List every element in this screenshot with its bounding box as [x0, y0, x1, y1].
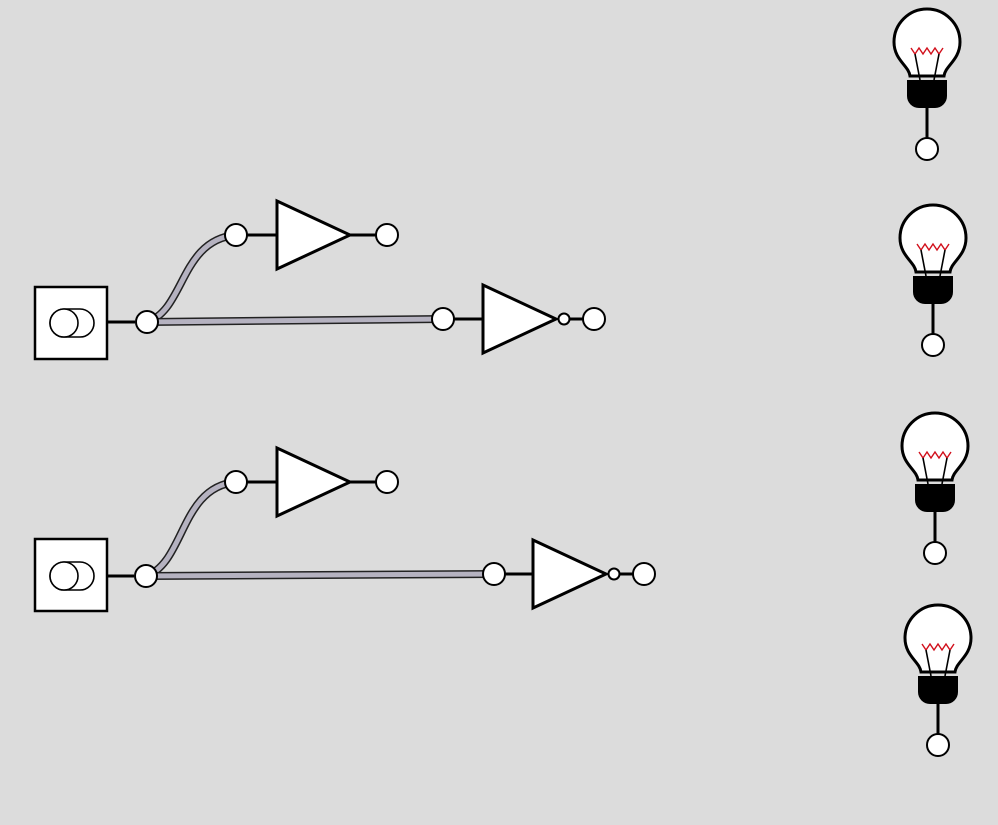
buffer-output-pin[interactable]	[375, 470, 399, 494]
switch-1[interactable]	[33, 285, 159, 361]
not-output-pin[interactable]	[632, 562, 656, 586]
inversion-bubble	[607, 567, 621, 581]
bulb-input-pin[interactable]	[921, 333, 945, 357]
bulb-4[interactable]	[903, 603, 973, 757]
wire-switch1-to-not1[interactable]	[146, 315, 444, 326]
wire-switch2-to-buffer2[interactable]	[144, 478, 237, 580]
light-bulb-icon	[903, 603, 973, 704]
buffer-1[interactable]	[224, 198, 399, 272]
bulb-input-pin[interactable]	[915, 137, 939, 161]
bulb-1[interactable]	[892, 7, 962, 161]
not-output-pin[interactable]	[582, 307, 606, 331]
toggle-switch-icon[interactable]	[49, 561, 95, 591]
circuit-row-1	[33, 198, 606, 361]
buffer-gate-icon	[275, 445, 354, 519]
not-gate-1[interactable]	[431, 282, 606, 356]
buffer-input-pin[interactable]	[224, 223, 248, 247]
buffer-2[interactable]	[224, 445, 399, 519]
not-input-pin[interactable]	[431, 307, 455, 331]
inversion-bubble	[557, 312, 571, 326]
bulb-3[interactable]	[900, 411, 970, 565]
light-bulb-icon	[900, 411, 970, 512]
bulb-input-pin[interactable]	[923, 541, 947, 565]
light-bulb-icon	[892, 7, 962, 108]
switch-2[interactable]	[33, 537, 158, 613]
not-gate-2[interactable]	[482, 537, 656, 611]
wire-switch2-to-not2[interactable]	[145, 570, 495, 580]
not-input-pin[interactable]	[482, 562, 506, 586]
buffer-output-pin[interactable]	[375, 223, 399, 247]
buffer-gate-icon	[275, 198, 354, 272]
wire-switch1-to-buffer1[interactable]	[145, 231, 237, 326]
not-gate-icon	[531, 537, 610, 611]
bulb-2[interactable]	[898, 203, 968, 357]
light-bulb-icon	[898, 203, 968, 304]
buffer-input-pin[interactable]	[224, 470, 248, 494]
circuit-row-2	[33, 445, 656, 613]
not-gate-icon	[481, 282, 560, 356]
switch-output-pin[interactable]	[135, 310, 159, 334]
switch-output-pin[interactable]	[134, 564, 158, 588]
bulb-input-pin[interactable]	[926, 733, 950, 757]
toggle-switch-icon[interactable]	[49, 308, 95, 338]
